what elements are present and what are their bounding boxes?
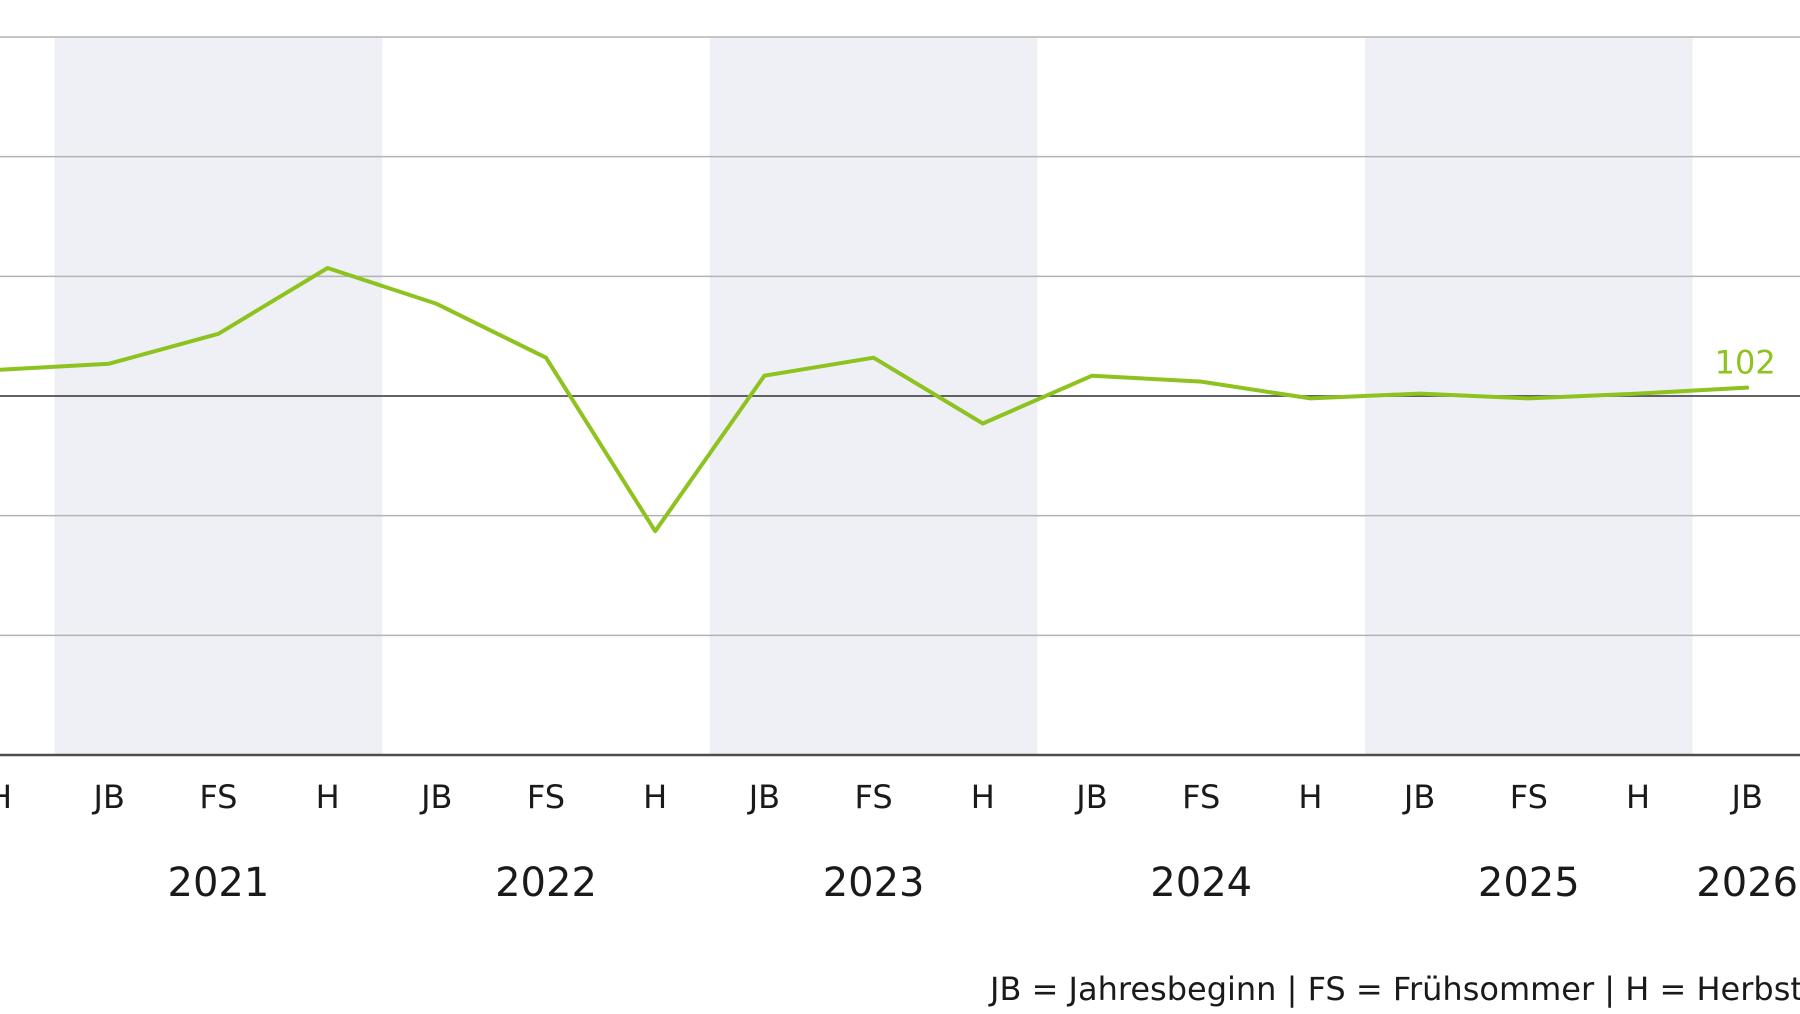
data-point [653, 529, 657, 533]
data-point [1308, 396, 1312, 400]
grid-lines [0, 36, 1800, 637]
data-point [1199, 380, 1203, 384]
x-tick-label: H [1298, 778, 1322, 816]
year-label-2025: 2025 [1478, 860, 1580, 906]
x-tick-label: H [1626, 778, 1650, 816]
year-label-2026: 2026 [1696, 860, 1798, 906]
year-label-2023: 2023 [823, 860, 925, 906]
data-point [1636, 392, 1640, 396]
data-point [1418, 392, 1422, 396]
x-tick-label: JB [1402, 778, 1435, 816]
x-tick-label: H [0, 778, 12, 816]
data-point [872, 356, 876, 360]
legend-note: JB = Jahresbeginn | FS = Frühsommer | H … [988, 970, 1800, 1008]
x-tick-labels: H JB FS H JB FS H JB FS H JB FS H JB FS H JB [0, 778, 1763, 816]
data-point [326, 266, 330, 270]
x-tick-label: JB [419, 778, 452, 816]
x-tick-label: JB [747, 778, 780, 816]
x-tick-label: FS [1182, 778, 1220, 816]
x-tick-label: JB [1074, 778, 1107, 816]
data-point [544, 356, 548, 360]
year-label-2022: 2022 [495, 860, 597, 906]
x-tick-label: FS [527, 778, 565, 816]
x-tick-label: H [971, 778, 995, 816]
x-tick-label: FS [855, 778, 893, 816]
x-tick-label: H [316, 778, 340, 816]
x-tick-label: JB [1730, 778, 1763, 816]
year-label-2021: 2021 [168, 860, 270, 906]
data-point [216, 332, 220, 336]
end-value-label: 102 [1715, 344, 1776, 382]
data-point [981, 422, 985, 426]
x-tick-label: FS [199, 778, 237, 816]
series-line [0, 266, 1750, 534]
x-tick-label: JB [92, 778, 125, 816]
data-point [1745, 386, 1749, 390]
data-point [107, 362, 111, 366]
data-point [1527, 396, 1531, 400]
data-point [435, 302, 439, 306]
data-point [762, 374, 766, 378]
data-point [1090, 374, 1094, 378]
year-label-2024: 2024 [1150, 860, 1252, 906]
x-tick-label: FS [1510, 778, 1548, 816]
year-labels: 2021 2022 2023 2024 2025 2026 [168, 860, 1799, 906]
x-tick-label: H [643, 778, 667, 816]
